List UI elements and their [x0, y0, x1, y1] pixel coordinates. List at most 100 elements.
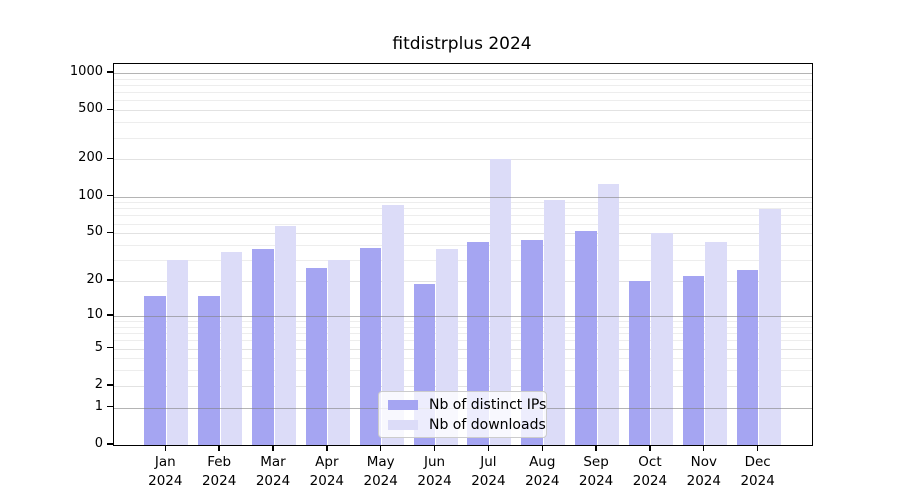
gridline-500	[114, 110, 812, 112]
month-label: Nov	[690, 454, 717, 470]
legend-item-1: Nb of downloads	[379, 417, 546, 433]
x-tick-label-apr: Apr 2024	[295, 453, 359, 491]
y-tick-label-500: 500	[78, 101, 103, 117]
y-tick-label-0: 0	[94, 436, 103, 451]
month-label: Dec	[744, 454, 771, 470]
y-tick-0	[107, 443, 113, 445]
x-tick-dec	[756, 445, 759, 452]
month-label: Aug	[529, 454, 556, 470]
legend-swatch-distinct-ips	[388, 399, 418, 410]
y-tick-label-200: 200	[78, 150, 103, 166]
bar-downloads-jan	[166, 260, 189, 445]
y-tick-100	[107, 194, 113, 197]
x-tick-jun	[433, 445, 436, 452]
bar-distinct-ips-oct	[628, 281, 651, 445]
gridline-major-100	[114, 196, 812, 198]
bar-downloads-may	[382, 205, 404, 445]
gridline-minor-4	[114, 358, 812, 360]
x-tick-label-aug: Aug 2024	[510, 453, 574, 491]
bar-distinct-ips-dec	[736, 269, 759, 445]
month-label: Apr	[315, 454, 339, 470]
year-label: 2024	[471, 473, 506, 489]
y-tick-50	[107, 231, 113, 233]
gridline-20	[114, 281, 812, 283]
y-tick-label-20: 20	[86, 272, 103, 288]
x-tick-oct	[649, 445, 651, 452]
gridline-50	[114, 233, 812, 235]
gridline-minor-900	[114, 78, 812, 80]
gridline-minor-800	[114, 85, 812, 86]
gridline-minor-40	[114, 245, 812, 247]
gridline-200	[114, 159, 812, 161]
gridline-major-10	[114, 315, 812, 317]
year-label: 2024	[309, 473, 345, 489]
gridline-minor-300	[114, 137, 812, 139]
y-tick-200	[107, 157, 113, 160]
x-tick-apr	[326, 445, 328, 452]
month-label: Sep	[583, 454, 609, 470]
chart-title: fitdistrplus 2024	[392, 34, 532, 54]
bar-distinct-ips-jan	[144, 295, 166, 445]
legend-item-0: Nb of distinct IPs	[379, 397, 546, 413]
bar-downloads-apr	[328, 260, 350, 445]
bar-distinct-ips-apr	[305, 267, 328, 445]
year-label: 2024	[740, 473, 775, 489]
month-label: Oct	[638, 454, 662, 470]
y-tick-label-5: 5	[94, 339, 103, 355]
gridline-minor-90	[114, 202, 812, 204]
bar-downloads-mar	[274, 226, 296, 445]
gridline-major-1000	[114, 73, 812, 74]
year-label: 2024	[255, 473, 291, 489]
month-label: Jan	[154, 454, 176, 470]
y-tick-label-1000: 1000	[69, 64, 103, 79]
x-tick-sep	[595, 445, 597, 452]
x-tick-aug	[541, 445, 543, 452]
bar-downloads-feb	[220, 252, 243, 445]
y-tick-5	[107, 346, 113, 349]
gridline-minor-60	[114, 223, 812, 225]
month-label: Jul	[480, 454, 497, 470]
x-tick-jan	[164, 445, 166, 452]
gridline-minor-400	[114, 122, 812, 124]
gridline-minor-700	[114, 92, 812, 94]
bar-downloads-nov	[705, 242, 727, 445]
month-label: Mar	[260, 454, 286, 470]
bar-distinct-ips-may	[359, 247, 382, 445]
bar-downloads-sep	[597, 183, 620, 445]
x-tick-label-jul: Jul 2024	[456, 453, 520, 491]
plot-area	[113, 63, 813, 446]
year-label: 2024	[578, 473, 614, 489]
gridline-minor-8	[114, 326, 812, 328]
x-tick-label-dec: Dec 2024	[726, 453, 790, 491]
bar-downloads-dec	[759, 209, 781, 445]
gridline-5	[114, 348, 812, 350]
x-tick-label-jun: Jun 2024	[403, 453, 467, 491]
year-label: 2024	[686, 473, 721, 489]
gridline-2	[114, 385, 812, 387]
y-tick-20	[107, 279, 113, 281]
gridline-minor-9	[114, 321, 812, 323]
year-label: 2024	[417, 473, 452, 489]
year-label: 2024	[525, 473, 560, 489]
x-tick-nov	[703, 445, 705, 452]
y-tick-label-2: 2	[94, 376, 103, 392]
bar-distinct-ips-sep	[575, 231, 597, 445]
y-tick-label-1: 1	[94, 398, 103, 414]
bar-distinct-ips-feb	[198, 295, 220, 445]
x-tick-jul	[487, 445, 490, 452]
legend-swatch-downloads	[388, 419, 418, 430]
bar-downloads-jul	[489, 159, 512, 445]
bar-distinct-ips-mar	[252, 249, 274, 445]
gridline-minor-600	[114, 100, 812, 102]
y-tick-label-50: 50	[86, 224, 103, 240]
gridline-minor-70	[114, 215, 812, 217]
legend-label-0: Nb of distinct IPs	[429, 396, 547, 413]
gridline-minor-80	[114, 208, 812, 210]
year-label: 2024	[632, 473, 668, 489]
y-tick-2	[107, 384, 113, 386]
x-tick-label-may: May 2024	[349, 453, 413, 491]
y-tick-label-100: 100	[78, 187, 103, 203]
legend-label-1: Nb of downloads	[429, 416, 546, 433]
y-tick-1000	[107, 71, 113, 73]
